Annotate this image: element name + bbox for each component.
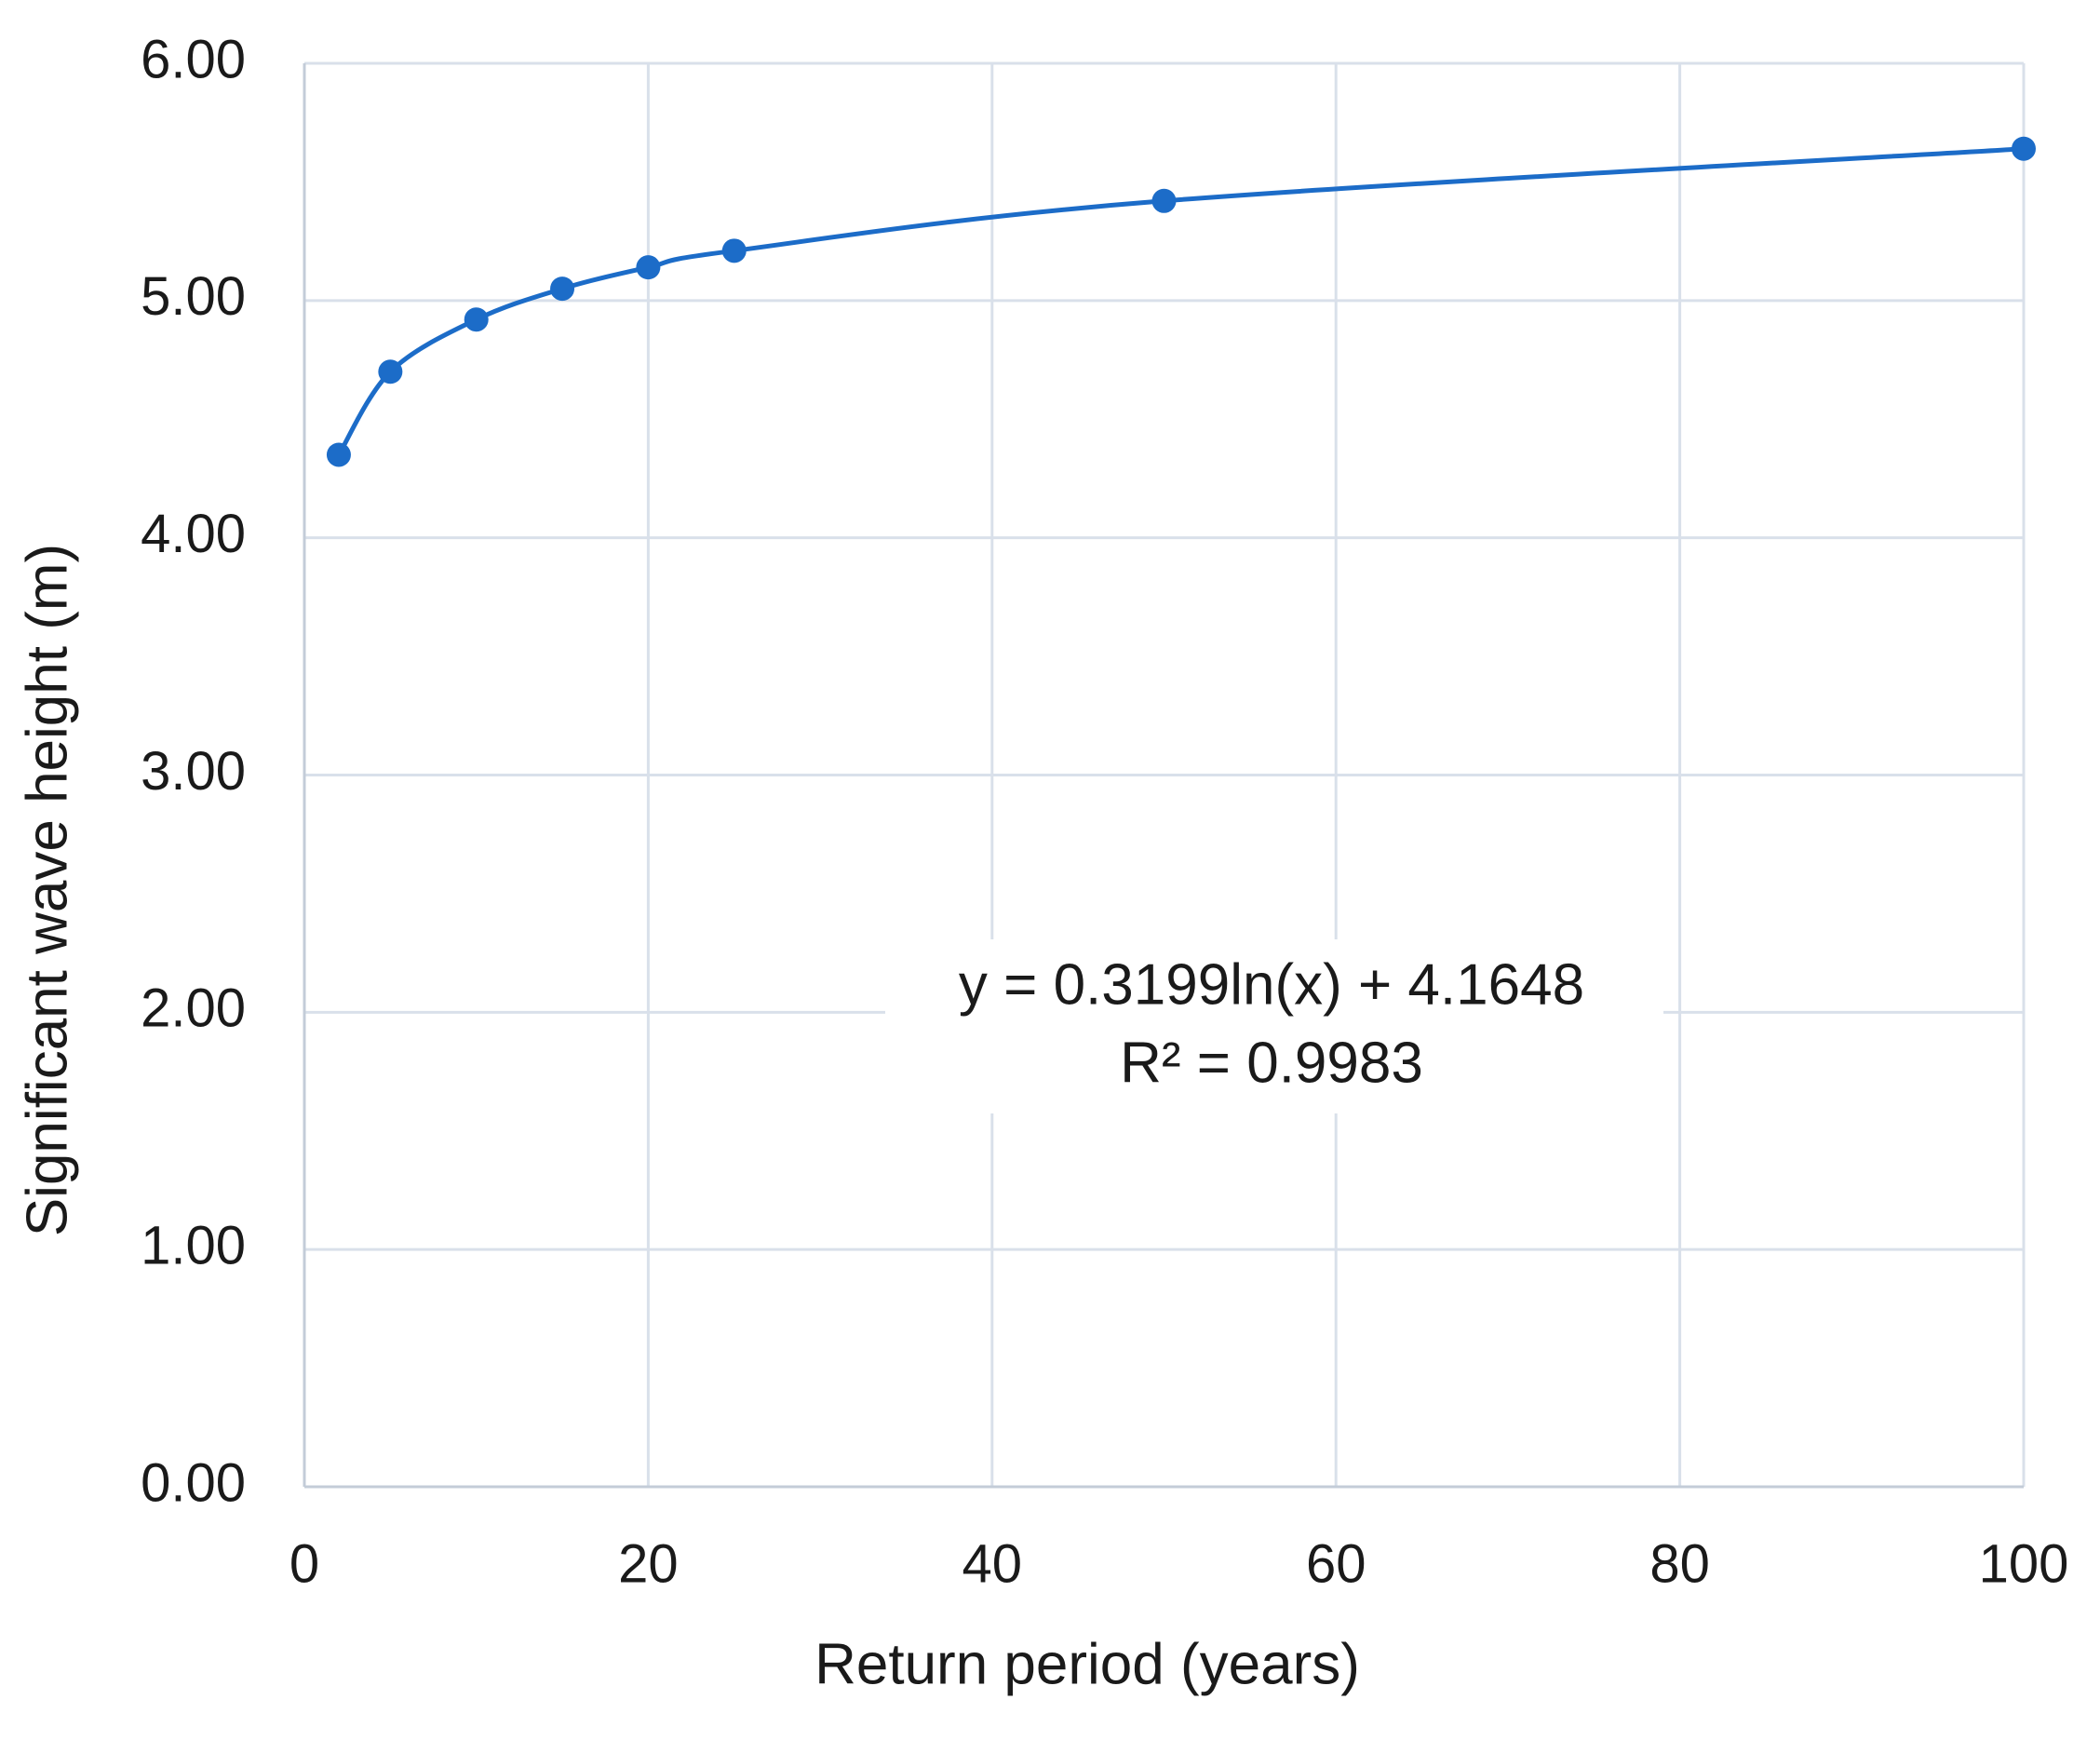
x-tick-label: 20 bbox=[618, 1533, 679, 1594]
series-line bbox=[336, 146, 2025, 456]
y-tick-label: 4.00 bbox=[141, 504, 246, 564]
data-point bbox=[378, 359, 403, 384]
x-tick-label: 80 bbox=[1649, 1533, 1710, 1594]
data-point bbox=[326, 442, 351, 467]
data-point bbox=[2012, 136, 2036, 161]
y-tick-label: 3.00 bbox=[141, 741, 246, 802]
y-tick-label: 5.00 bbox=[141, 266, 246, 327]
y-axis-title: Significant wave height (m) bbox=[15, 544, 79, 1236]
x-tick-label: 40 bbox=[962, 1533, 1023, 1594]
x-tick-label: 100 bbox=[1979, 1533, 2069, 1594]
x-tick-label: 0 bbox=[289, 1533, 319, 1594]
annotation-background bbox=[885, 939, 1663, 1113]
data-point bbox=[464, 307, 489, 332]
y-tick-label: 1.00 bbox=[141, 1215, 246, 1275]
x-axis-title: Return period (years) bbox=[814, 1632, 1360, 1696]
x-tick-label: 60 bbox=[1306, 1533, 1366, 1594]
annotation: R² = 0.9983 bbox=[1120, 1031, 1423, 1095]
data-point bbox=[636, 255, 661, 280]
y-tick-label: 6.00 bbox=[141, 29, 246, 89]
y-tick-label: 2.00 bbox=[141, 978, 246, 1039]
data-point bbox=[721, 238, 747, 263]
annotation: y = 0.3199ln(x) + 4.1648 bbox=[959, 952, 1584, 1017]
data-point bbox=[550, 277, 575, 302]
data-point bbox=[1151, 188, 1177, 213]
y-tick-label: 0.00 bbox=[141, 1452, 246, 1513]
